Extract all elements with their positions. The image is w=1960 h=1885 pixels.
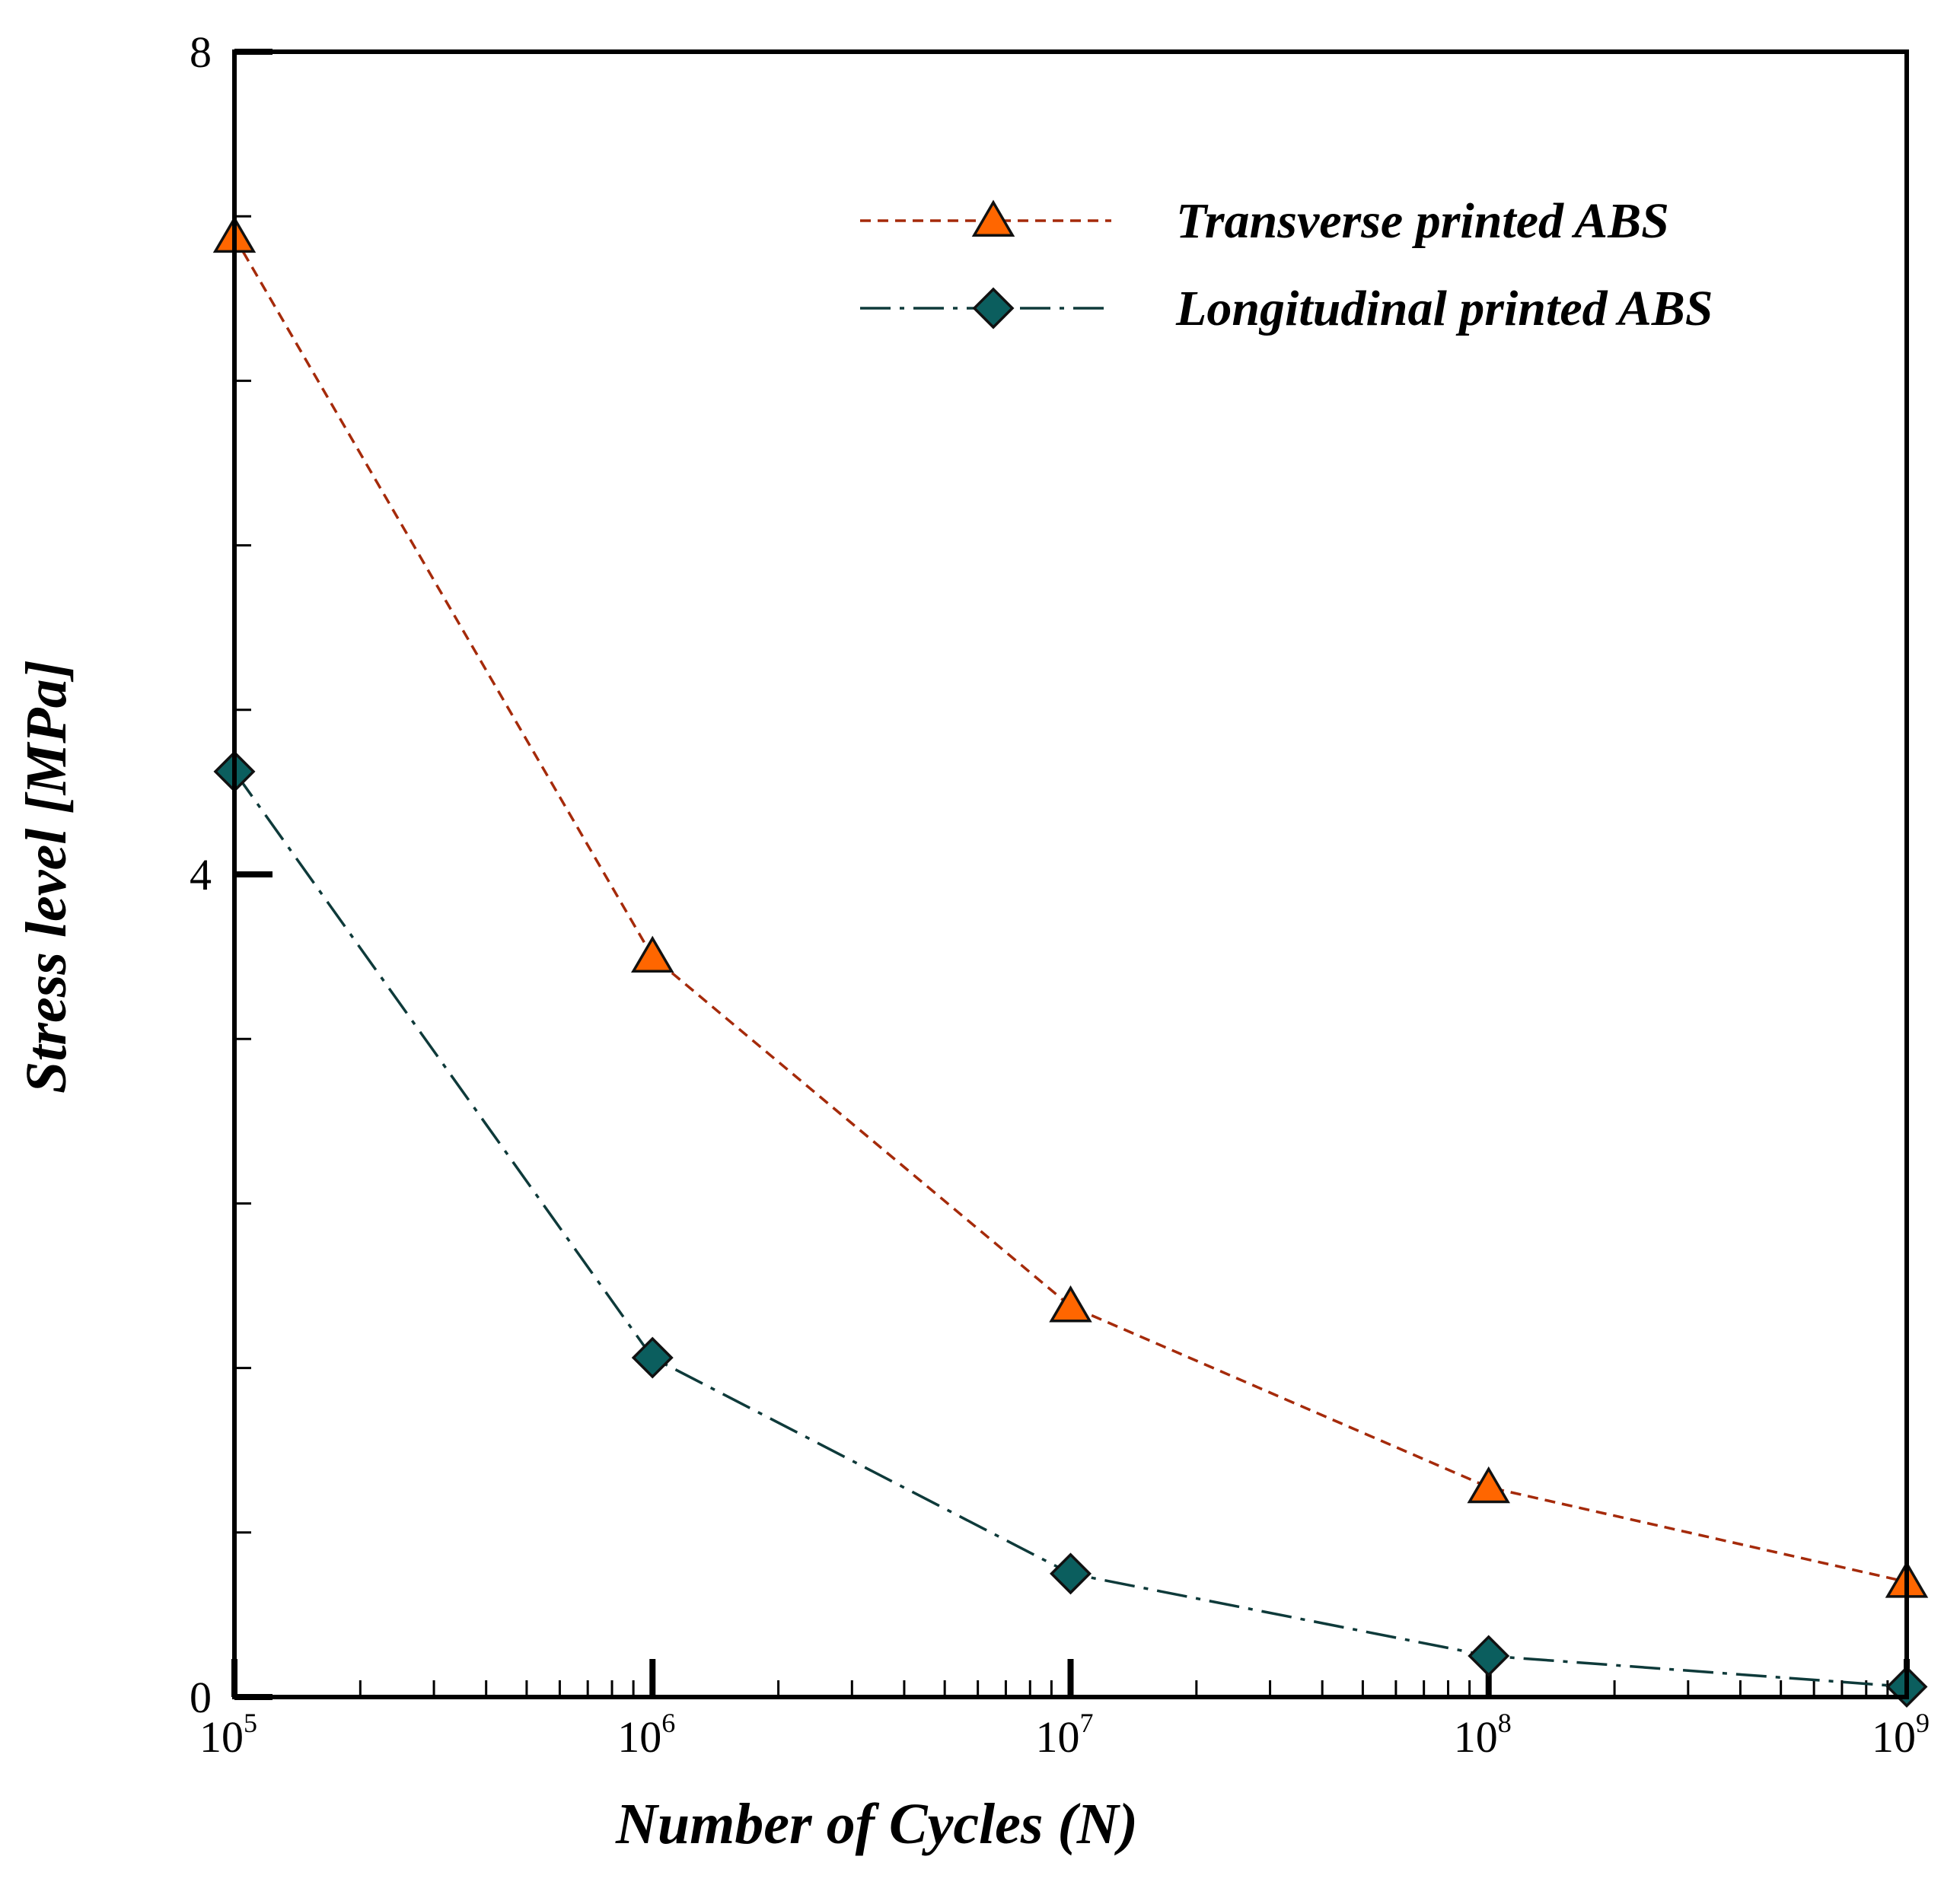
y-tick-label: 0 <box>190 1673 212 1722</box>
series-lines <box>233 236 1907 1689</box>
x-tick-base: 10 <box>199 1712 244 1762</box>
legend: Transverse printed ABS Longitudinal print… <box>860 193 1713 336</box>
legend-label-1: Transverse printed ABS <box>1176 193 1669 249</box>
x-tick-base: 10 <box>1872 1712 1916 1762</box>
x-tick-exponent: 8 <box>1498 1708 1512 1738</box>
series-markers <box>212 215 1929 1708</box>
x-tick-exponent: 5 <box>244 1708 257 1738</box>
series-2-point <box>1050 1552 1092 1595</box>
series-2-point <box>631 1336 674 1379</box>
y-axis-title: Stress level [MPa] <box>14 660 78 1094</box>
x-tick-exponent: 6 <box>661 1708 675 1738</box>
x-tick-labels: 105 106 107 108 109 <box>199 1708 1930 1762</box>
x-tick-base: 10 <box>617 1712 661 1762</box>
plot-frame <box>232 49 1909 1699</box>
x-tick-label: 106 <box>617 1708 675 1762</box>
x-tick-label: 109 <box>1872 1708 1930 1762</box>
x-axis-title: Number of Cycles (N) <box>615 1792 1138 1856</box>
series-line-2 <box>233 770 1907 1689</box>
legend-label-2: Longitudinal printed ABS <box>1175 281 1713 336</box>
series-1-point <box>631 935 674 973</box>
x-tick-base: 10 <box>1454 1712 1498 1762</box>
x-tick-exponent: 7 <box>1080 1708 1094 1738</box>
x-tick-label: 105 <box>199 1708 257 1762</box>
y-tick-label: 4 <box>190 850 212 900</box>
x-tick-exponent: 9 <box>1916 1708 1930 1738</box>
x-tick-label: 107 <box>1036 1708 1094 1762</box>
legend-marker-1 <box>971 199 1015 237</box>
x-tick-base: 10 <box>1036 1712 1080 1762</box>
series-2-point <box>1468 1635 1510 1677</box>
series-line-1 <box>233 236 1907 1584</box>
y-tick-label: 8 <box>190 27 212 77</box>
legend-marker-2 <box>972 287 1015 330</box>
x-tick-label: 108 <box>1454 1708 1512 1762</box>
y-tick-labels: 0 4 8 <box>190 27 212 1722</box>
series-1-point <box>1467 1466 1510 1504</box>
series-1-point <box>1049 1285 1092 1323</box>
